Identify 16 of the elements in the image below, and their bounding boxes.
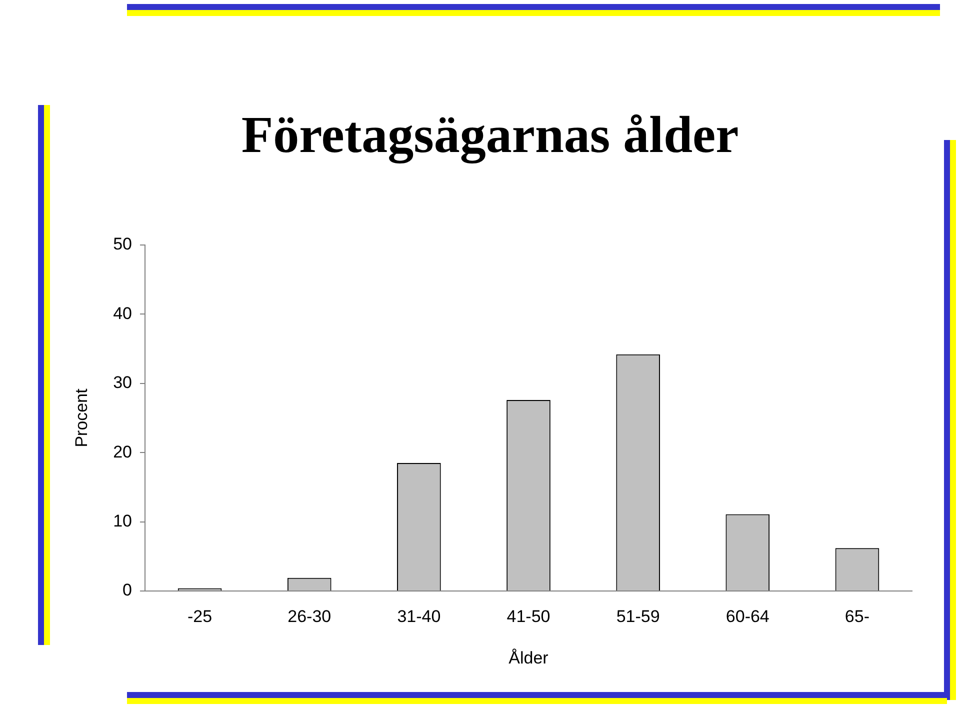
- x-tick-label: 51-59: [616, 606, 660, 626]
- x-tick-label: 65-: [844, 606, 870, 626]
- y-tick-label: 20: [113, 442, 132, 462]
- x-tick-label: 41-50: [506, 606, 550, 626]
- y-tick-label: 30: [113, 373, 132, 392]
- x-axis-title: Ålder: [508, 648, 549, 668]
- y-tick-label: 40: [113, 304, 132, 323]
- x-tick-label: 31-40: [397, 606, 441, 626]
- y-tick-label: 10: [113, 511, 132, 530]
- chart-title: Företagsägarnas ålder: [240, 106, 740, 166]
- y-axis-title: Procent: [72, 388, 91, 448]
- x-tick-label: -25: [187, 606, 212, 626]
- y-tick-label: 50: [113, 234, 132, 254]
- y-tick-label: 0: [122, 580, 132, 600]
- x-tick-label: 26-30: [288, 606, 332, 626]
- x-tick-label: 60-64: [726, 606, 770, 626]
